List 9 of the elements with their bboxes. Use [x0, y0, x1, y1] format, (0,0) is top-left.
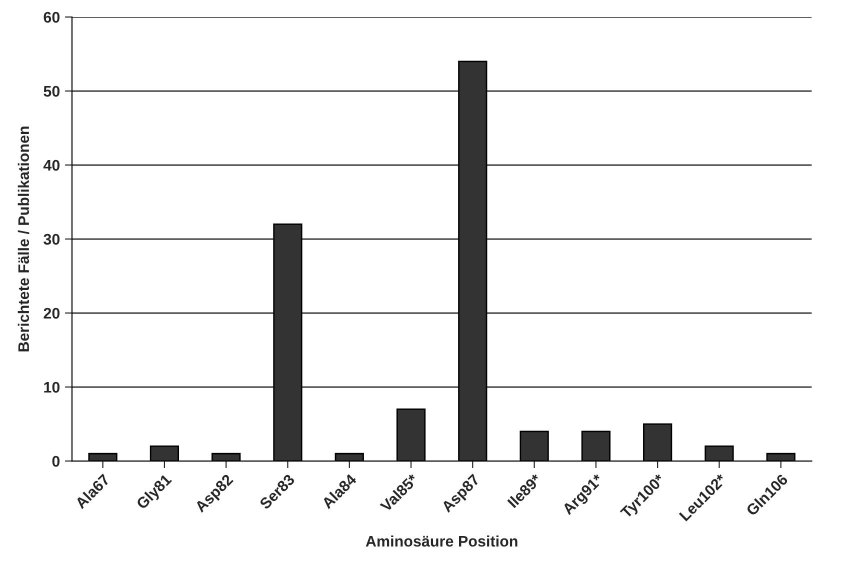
y-tick-label: 60	[44, 12, 60, 23]
y-tick-label: 20	[44, 308, 60, 319]
y-tick-label: 40	[43, 160, 60, 171]
y-axis-title: Berichtete Fälle / Publikationen	[18, 126, 30, 352]
x-axis-title: Aminosäure Position	[366, 535, 518, 547]
y-tick-label: 30	[44, 234, 60, 245]
y-tick-label: 0	[52, 456, 60, 467]
y-tick-label: 50	[44, 86, 60, 97]
y-tick-label: 10	[44, 382, 60, 393]
